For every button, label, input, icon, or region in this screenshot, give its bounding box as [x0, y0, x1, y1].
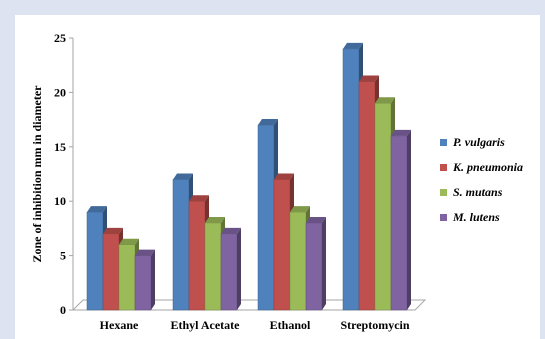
bar-top: [221, 227, 241, 234]
bar-top: [306, 216, 326, 223]
bar-front: [188, 200, 206, 311]
legend-swatch: [440, 163, 447, 171]
legend-item: P. vulgaris: [440, 135, 540, 149]
bar-front: [273, 179, 291, 311]
bar-side: [237, 227, 241, 310]
y-axis-title: Zone of inhibition mm in diameter: [30, 85, 44, 263]
bar: [220, 227, 241, 311]
bar-front: [342, 48, 360, 311]
bar-top: [391, 129, 411, 136]
legend-label: S. mutans: [453, 184, 503, 199]
bar-top: [343, 42, 363, 49]
bar-front: [374, 103, 392, 311]
bar: [134, 249, 155, 311]
legend-label: P. vulgaris: [453, 134, 505, 149]
bar-top: [87, 206, 107, 213]
bar-front: [220, 233, 238, 311]
chart-legend: P. vulgaris K. pneumonia S. mutans M. luten…: [440, 135, 540, 235]
bar-top: [119, 238, 139, 245]
bar: [305, 216, 326, 311]
legend-swatch: [440, 213, 447, 221]
y-tick-label: 25: [54, 31, 66, 45]
bar-top: [205, 216, 225, 223]
bar-front: [172, 179, 190, 311]
legend-label: K. pneumonia: [453, 159, 524, 174]
bar-side: [322, 216, 326, 310]
bar: [390, 129, 411, 311]
chart-axes: [69, 37, 427, 311]
y-tick-label: 10: [54, 194, 66, 208]
legend-item: K. pneumonia: [440, 160, 540, 174]
x-category-label: Streptomycin: [340, 318, 409, 332]
bar-front: [257, 124, 275, 311]
bar-front: [305, 222, 323, 311]
legend-label: M. lutens: [453, 209, 500, 224]
bar-front: [204, 222, 222, 311]
legend-swatch: [440, 138, 447, 146]
bar-top: [375, 97, 395, 104]
legend-swatch: [440, 188, 447, 196]
y-tick-label: 5: [60, 249, 66, 263]
bar-front: [134, 255, 152, 311]
chart-bars: [86, 42, 411, 311]
bar-top: [258, 119, 278, 126]
x-category-label: Ethanol: [270, 318, 311, 332]
bar-front: [390, 135, 408, 311]
y-tick-label: 20: [54, 85, 66, 99]
bar-front: [102, 233, 120, 311]
bar-top: [173, 173, 193, 180]
bar-front: [86, 211, 104, 311]
legend-item: M. lutens: [440, 210, 540, 224]
bar-side: [151, 249, 155, 310]
y-tick-label: 0: [60, 303, 66, 317]
bar-front: [118, 244, 136, 311]
bar-top: [359, 75, 379, 82]
x-category-label: Hexane: [100, 318, 139, 332]
bar-front: [358, 81, 376, 311]
bar-top: [103, 227, 123, 234]
chart-labels: 0 5 10 15 20 25 Zone of inhibition mm in diame…: [30, 31, 410, 332]
bar-top: [274, 173, 294, 180]
bar-top: [135, 249, 155, 256]
legend-item: S. mutans: [440, 185, 540, 199]
bar-front: [289, 211, 307, 311]
x-category-label: Ethyl Acetate: [171, 318, 241, 332]
y-tick-label: 15: [54, 140, 66, 154]
bar-top: [189, 195, 209, 202]
bar-side: [407, 129, 411, 310]
bar-top: [290, 206, 310, 213]
